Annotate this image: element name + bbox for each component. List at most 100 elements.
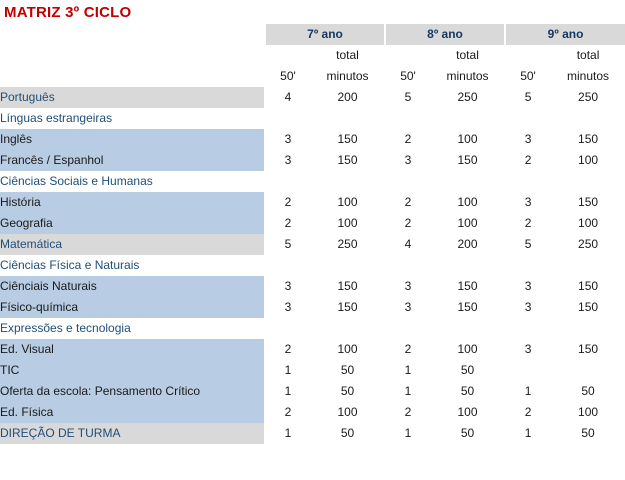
table-row: Inglês 3 150 2 100 3 150 [0, 129, 625, 150]
table-row: Geografia 2 100 2 100 2 100 [0, 213, 625, 234]
total-minutes-cell: 150 [550, 297, 625, 318]
total-minutes-cell: 100 [430, 402, 505, 423]
total-minutes-cell: 100 [310, 213, 385, 234]
total-minutes-header: total minutos [310, 45, 384, 87]
periods-cell: 2 [264, 402, 310, 423]
periods-cell: 2 [264, 213, 310, 234]
total-minutes-cell: 100 [550, 213, 625, 234]
periods-header: 50' [504, 45, 550, 87]
total-minutes-cell: 150 [310, 129, 385, 150]
periods-cell [264, 108, 310, 129]
subject-label: Geografia [0, 213, 264, 234]
periods-cell: 3 [264, 297, 310, 318]
table-row: Expressões e tecnologia [0, 318, 625, 339]
total-minutes-cell: 50 [310, 381, 385, 402]
curriculum-matrix-table: 7º ano 8º ano 9º ano 50' total minutos 50… [0, 24, 625, 444]
table-row: Línguas estrangeiras [0, 108, 625, 129]
total-minutes-cell: 200 [310, 87, 385, 108]
subject-label: Expressões e tecnologia [0, 318, 264, 339]
subject-label: Ed. Física [0, 402, 264, 423]
total-minutes-cell: 100 [430, 129, 505, 150]
periods-cell: 3 [264, 276, 310, 297]
periods-cell: 1 [384, 423, 431, 444]
subject-label: TIC [0, 360, 264, 381]
periods-header: 50' [384, 45, 430, 87]
table-row: Ciências Sociais e Humanas [0, 171, 625, 192]
periods-cell: 1 [264, 381, 310, 402]
table-row: Físico-química 3 150 3 150 3 150 [0, 297, 625, 318]
periods-cell: 2 [384, 192, 431, 213]
total-minutes-cell: 100 [430, 213, 505, 234]
periods-cell: 3 [384, 150, 431, 171]
periods-cell: 5 [264, 234, 310, 255]
total-minutes-cell [550, 318, 625, 339]
periods-cell [504, 171, 551, 192]
periods-cell: 3 [264, 150, 310, 171]
subject-label: Ed. Visual [0, 339, 264, 360]
periods-cell: 3 [504, 129, 551, 150]
total-minutes-cell [550, 171, 625, 192]
total-minutes-cell: 150 [310, 297, 385, 318]
total-minutes-cell: 150 [430, 150, 505, 171]
periods-cell [384, 108, 431, 129]
periods-cell: 3 [504, 276, 551, 297]
table-row: Português 4 200 5 250 5 250 [0, 87, 625, 108]
periods-cell: 2 [384, 129, 431, 150]
total-minutes-cell: 150 [550, 339, 625, 360]
total-minutes-cell: 50 [430, 360, 505, 381]
subject-label: Físico-química [0, 297, 264, 318]
periods-cell: 2 [504, 213, 551, 234]
subject-label: Ciênciais Naturais [0, 276, 264, 297]
total-minutes-header: total minutos [430, 45, 504, 87]
periods-cell: 2 [264, 192, 310, 213]
total-minutes-cell: 100 [430, 192, 505, 213]
periods-cell [264, 255, 310, 276]
periods-cell: 2 [384, 213, 431, 234]
periods-cell [264, 171, 310, 192]
subject-label: DIREÇÃO DE TURMA [0, 423, 264, 444]
total-minutes-cell [550, 255, 625, 276]
periods-cell [384, 171, 431, 192]
total-minutes-cell: 150 [550, 276, 625, 297]
subject-label: Francês / Espanhol [0, 150, 264, 171]
total-minutes-cell: 50 [430, 423, 505, 444]
subject-label: Oferta da escola: Pensamento Crítico [0, 381, 264, 402]
periods-cell [504, 255, 551, 276]
total-minutes-cell: 250 [310, 234, 385, 255]
total-minutes-cell: 50 [310, 360, 385, 381]
total-minutes-cell [310, 318, 385, 339]
total-minutes-cell [430, 318, 505, 339]
year-header-9: 9º ano [504, 24, 625, 45]
total-minutes-cell: 200 [430, 234, 505, 255]
total-minutes-cell [430, 171, 505, 192]
total-minutes-cell: 50 [430, 381, 505, 402]
total-minutes-cell: 150 [430, 276, 505, 297]
subject-label: Português [0, 87, 264, 108]
page-title: MATRIZ 3º CICLO [4, 4, 132, 21]
periods-cell [264, 318, 310, 339]
periods-cell: 1 [504, 423, 551, 444]
total-minutes-cell: 100 [430, 339, 505, 360]
periods-cell: 5 [504, 87, 551, 108]
table-row: Ciências Física e Naturais [0, 255, 625, 276]
periods-cell: 5 [504, 234, 551, 255]
periods-cell: 1 [264, 423, 310, 444]
periods-cell: 2 [384, 402, 431, 423]
periods-cell: 1 [504, 381, 551, 402]
periods-cell: 3 [504, 297, 551, 318]
periods-cell: 2 [504, 150, 551, 171]
total-minutes-cell: 250 [550, 234, 625, 255]
year-header-8: 8º ano [384, 24, 505, 45]
total-minutes-cell: 250 [550, 87, 625, 108]
table-row: DIREÇÃO DE TURMA 1 50 1 50 1 50 [0, 423, 625, 444]
total-minutes-cell [550, 360, 625, 381]
total-minutes-cell: 100 [550, 402, 625, 423]
total-minutes-cell: 150 [430, 297, 505, 318]
year-header-row: 7º ano 8º ano 9º ano [0, 24, 625, 45]
table-row: Ed. Visual 2 100 2 100 3 150 [0, 339, 625, 360]
year-header-7: 7º ano [264, 24, 385, 45]
total-minutes-cell: 50 [550, 381, 625, 402]
total-minutes-cell [310, 171, 385, 192]
periods-cell [504, 318, 551, 339]
total-minutes-cell [310, 255, 385, 276]
